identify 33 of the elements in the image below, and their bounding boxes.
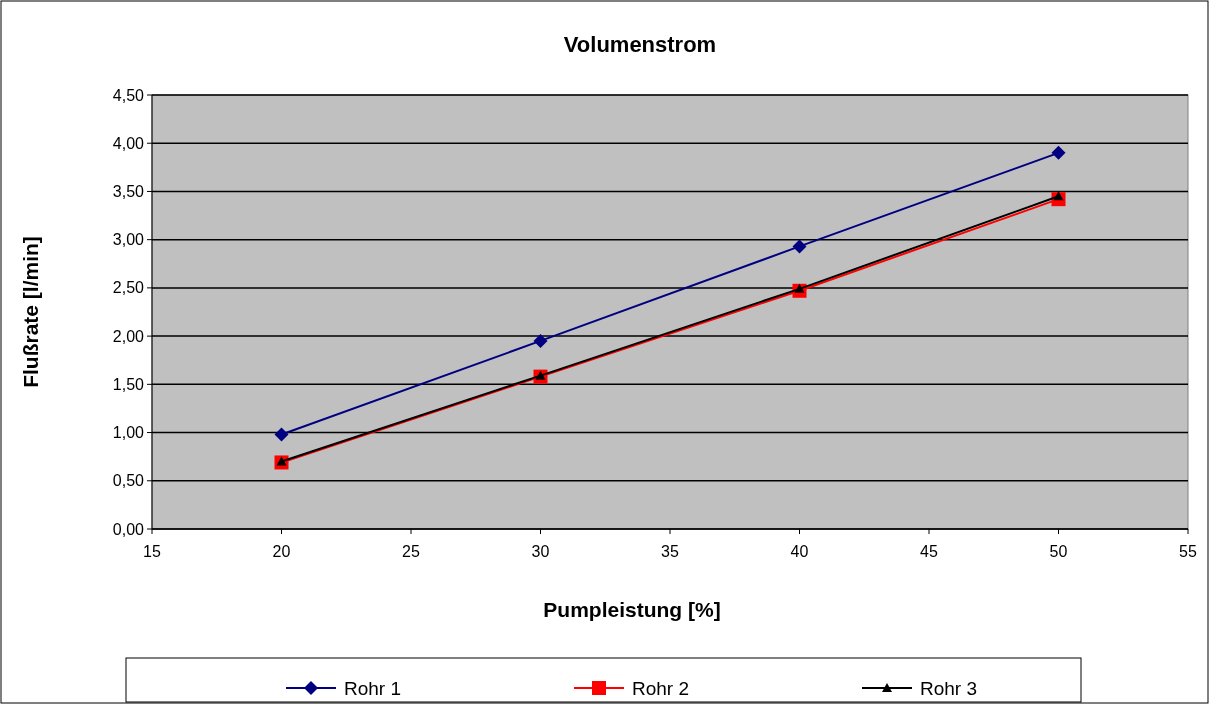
y-tick-label: 2,50 xyxy=(112,279,145,297)
x-tick-label: 55 xyxy=(1179,543,1197,560)
x-axis-title: Pumpleistung [%] xyxy=(543,598,721,621)
x-tick-label: 35 xyxy=(661,543,679,560)
legend-label: Rohr 1 xyxy=(344,677,402,699)
point xyxy=(1051,145,1066,160)
x-tick-label: 15 xyxy=(143,543,161,560)
y-tick-label: 1,00 xyxy=(112,424,145,442)
point xyxy=(276,456,287,466)
x-tick-label: 25 xyxy=(402,543,420,560)
y-tick-label: 2,00 xyxy=(112,327,145,345)
y-tick-label: 4,50 xyxy=(112,86,145,104)
x-tick-label: 40 xyxy=(790,543,809,560)
y-tick-label: 0,50 xyxy=(112,472,145,490)
x-tick-label: 50 xyxy=(1049,543,1068,560)
point xyxy=(794,283,805,293)
legend-label: Rohr 2 xyxy=(632,677,690,699)
y-tick-label: 3,50 xyxy=(112,183,145,201)
legend-label: Rohr 3 xyxy=(920,677,978,699)
y-tick-label: 4,00 xyxy=(112,134,145,152)
point xyxy=(533,333,548,348)
y-axis-title: Flußrate [l/min] xyxy=(19,236,42,388)
point xyxy=(274,427,289,442)
x-tick-label: 45 xyxy=(920,543,938,560)
y-tick-label: 0,00 xyxy=(112,520,145,538)
point xyxy=(1053,191,1064,201)
y-tick-label: 1,50 xyxy=(112,375,145,393)
chart-title: Volumenstrom xyxy=(563,32,717,57)
y-tick-label: 3,00 xyxy=(112,231,145,249)
point xyxy=(535,370,546,380)
x-tick-label: 30 xyxy=(531,543,550,560)
point xyxy=(792,239,807,254)
x-tick-label: 20 xyxy=(272,543,291,560)
